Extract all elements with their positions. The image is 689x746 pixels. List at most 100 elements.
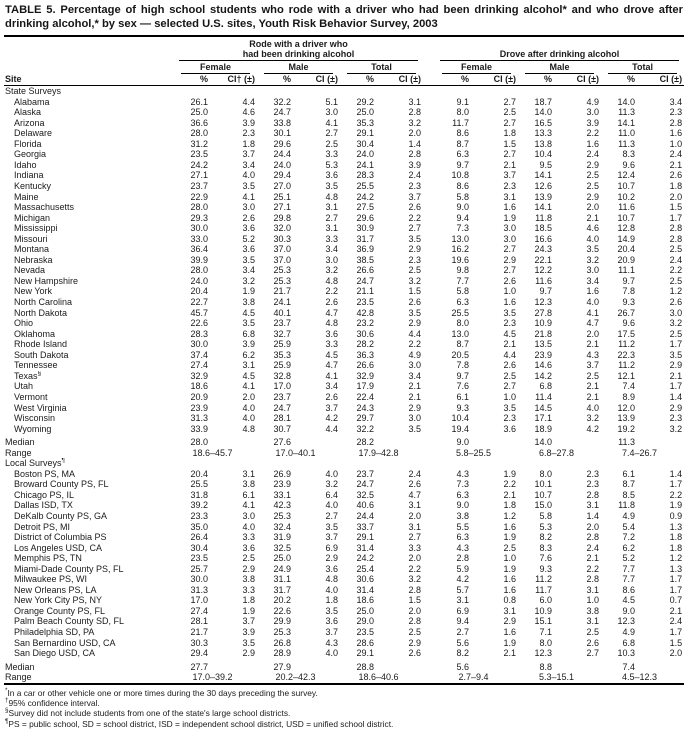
value-cell: 1.9 [503, 532, 517, 543]
value-cell: 19.6 [451, 254, 470, 265]
footnote: *In a car or other vehicle one or more t… [5, 687, 684, 698]
site-cell: Orange County PS, FL [14, 605, 106, 616]
group-header-rode-line1: Rode with a driver who [249, 39, 348, 49]
value-cell: 5.2 [242, 233, 255, 244]
site-cell: Nebraska [14, 254, 53, 265]
value-cell: 4.9 [622, 510, 636, 521]
median-row: Median 27.7 27.9 28.8 5.6 8.8 7.4 [4, 659, 684, 673]
value-cell: 4.2 [456, 574, 470, 585]
value-cell: 1.8 [669, 181, 683, 192]
column-gap [423, 479, 435, 490]
value-cell: 2.3 [503, 181, 517, 192]
value-cell: 2.5 [242, 553, 255, 564]
value-cell: 1.9 [503, 637, 517, 648]
value-cell: 42.3 [273, 500, 291, 511]
range-value-cell: 17.9–42.8 [358, 447, 399, 458]
value-cell: 8.0 [539, 468, 553, 479]
site-cell: Florida [14, 138, 42, 149]
site-cell: Utah [14, 381, 34, 392]
value-cell: 2.7 [503, 265, 517, 276]
value-cell: 2.5 [408, 626, 422, 637]
value-cell: 10.4 [534, 149, 553, 160]
value-cell: 28.1 [190, 616, 208, 627]
value-cell: 10.7 [617, 212, 636, 223]
table-page: TABLE 5. Percentage of high school stude… [4, 4, 685, 729]
value-cell: 25.0 [190, 107, 208, 118]
value-cell: 3.5 [408, 307, 422, 318]
value-cell: 23.7 [273, 391, 291, 402]
value-cell: 2.7 [408, 223, 422, 234]
site-cell: New Orleans PS, LA [14, 584, 97, 595]
table-row: North Dakota 45.7 4.5 40.1 4.7 42.8 3.5 25.5 3.5… [4, 308, 684, 319]
value-cell: 2.0 [408, 510, 422, 521]
value-cell: 2.6 [408, 479, 422, 490]
value-cell: 29.0 [356, 616, 374, 627]
value-cell: 9.4 [456, 212, 470, 223]
value-cell: 6.8 [622, 637, 636, 648]
median-empty-cell [480, 659, 518, 673]
value-cell: 1.6 [586, 286, 600, 297]
value-cell: 10.7 [617, 181, 636, 192]
value-cell: 29.1 [356, 128, 374, 139]
table-row: Vermont 20.9 2.0 23.7 2.6 22.4 2.1 6.1 1.0 11.4 2.… [4, 392, 684, 403]
value-cell: 4.6 [586, 223, 600, 234]
table-row: Wyoming 33.9 4.8 30.7 4.4 32.2 3.5 19.4 3.6 18.9 4… [4, 424, 684, 435]
value-cell: 4.1 [325, 370, 338, 381]
value-cell: 7.8 [456, 360, 470, 371]
value-cell: 25.9 [273, 339, 291, 350]
value-cell: 8.3 [622, 149, 636, 160]
value-cell: 3.6 [325, 328, 338, 339]
value-cell: 3.0 [325, 254, 338, 265]
range-value-cell: 6.8–27.8 [538, 447, 575, 458]
value-cell: 2.1 [408, 381, 422, 392]
value-cell: 1.9 [503, 212, 517, 223]
value-cell: 9.3 [456, 402, 470, 413]
value-cell: 22.6 [190, 318, 208, 329]
column-gap [423, 297, 435, 308]
value-cell: 3.1 [242, 360, 255, 371]
median-empty-cell [563, 434, 601, 448]
column-gap [423, 392, 435, 403]
group-header-drove: Drove after drinking alcohol [435, 36, 684, 61]
column-gap [423, 543, 435, 554]
footnote-text: PS = public school, SD = school district… [8, 718, 394, 729]
value-cell: 4.4 [242, 96, 255, 107]
value-cell: 28.9 [273, 648, 291, 659]
value-cell: 25.3 [273, 275, 291, 286]
value-cell: 18.6 [190, 381, 208, 392]
value-cell: 9.4 [456, 616, 470, 627]
value-cell: 4.1 [325, 117, 338, 128]
value-cell: 4.8 [325, 275, 338, 286]
value-cell: 3.2 [242, 275, 255, 286]
median-value-cell: 9.0 [456, 437, 470, 448]
value-cell: 2.1 [503, 339, 517, 350]
value-cell: 4.0 [586, 233, 600, 244]
column-gap [423, 413, 435, 424]
value-cell: 3.3 [325, 149, 338, 160]
value-cell: 32.2 [356, 423, 374, 434]
value-cell: 2.9 [503, 254, 517, 265]
value-cell: 21.8 [534, 328, 553, 339]
median-value-cell: 5.6 [456, 661, 470, 672]
value-cell: 4.8 [242, 423, 255, 434]
subgroup-header-total: Total [340, 61, 423, 74]
value-cell: 9.7 [456, 159, 470, 170]
value-cell: 3.8 [242, 479, 255, 490]
value-cell: 1.2 [669, 553, 683, 564]
table-row: Kentucky 23.7 3.5 27.0 3.5 25.5 2.3 8.6 2.3 12.6 2… [4, 181, 684, 192]
value-cell: 22.3 [617, 349, 636, 360]
value-cell: 24.2 [190, 159, 208, 170]
value-cell: 2.7 [503, 149, 517, 160]
value-cell: 4.1 [242, 381, 255, 392]
site-cell: Texas§ [14, 370, 42, 381]
value-cell: 2.4 [669, 616, 683, 627]
value-cell: 2.4 [669, 149, 683, 160]
value-cell: 23.9 [190, 402, 208, 413]
value-cell: 1.8 [503, 500, 517, 511]
value-cell: 12.1 [617, 370, 636, 381]
value-cell: 4.1 [242, 191, 255, 202]
value-cell: 2.3 [503, 413, 517, 424]
value-cell: 30.6 [356, 574, 374, 585]
value-cell: 3.0 [586, 107, 600, 118]
value-cell: 14.9 [617, 233, 636, 244]
